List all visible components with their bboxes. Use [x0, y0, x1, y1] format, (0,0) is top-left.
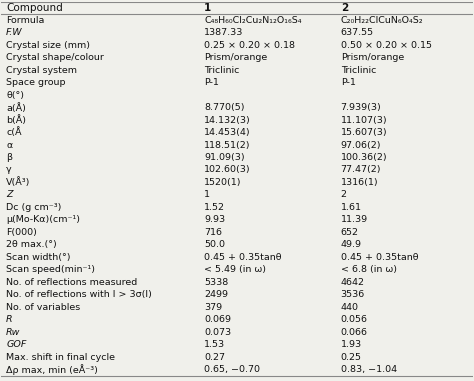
Text: Scan width(°): Scan width(°): [6, 253, 71, 262]
Text: Prism/orange: Prism/orange: [204, 53, 267, 62]
Text: GOF: GOF: [6, 340, 27, 349]
Text: 440: 440: [341, 303, 359, 312]
Text: 1.53: 1.53: [204, 340, 225, 349]
Text: 0.056: 0.056: [341, 315, 368, 324]
Text: Rw: Rw: [6, 328, 20, 337]
Text: 11.107(3): 11.107(3): [341, 115, 387, 125]
Text: 0.069: 0.069: [204, 315, 231, 324]
Text: 0.25 × 0.20 × 0.18: 0.25 × 0.20 × 0.18: [204, 41, 295, 50]
Text: 15.607(3): 15.607(3): [341, 128, 387, 137]
Text: C₂₀H₂₂ClCuN₆O₄S₂: C₂₀H₂₂ClCuN₆O₄S₂: [341, 16, 423, 25]
Text: Crystal shape/colour: Crystal shape/colour: [6, 53, 104, 62]
Text: 2θ max.(°): 2θ max.(°): [6, 240, 57, 249]
Text: 379: 379: [204, 303, 222, 312]
Text: β: β: [6, 153, 12, 162]
Text: Scan speed(min⁻¹): Scan speed(min⁻¹): [6, 265, 95, 274]
Text: 14.453(4): 14.453(4): [204, 128, 251, 137]
Text: 1: 1: [204, 3, 211, 13]
Text: 8.770(5): 8.770(5): [204, 103, 245, 112]
Text: 1387.33: 1387.33: [204, 28, 243, 37]
Text: 1.93: 1.93: [341, 340, 362, 349]
Text: b(Å): b(Å): [6, 115, 26, 125]
Text: < 5.49 (in ω): < 5.49 (in ω): [204, 265, 266, 274]
Text: Crystal size (mm): Crystal size (mm): [6, 41, 90, 50]
Text: a(Å): a(Å): [6, 102, 26, 112]
Text: 637.55: 637.55: [341, 28, 374, 37]
Text: 9.93: 9.93: [204, 215, 225, 224]
Text: 0.65, −0.70: 0.65, −0.70: [204, 365, 260, 374]
Text: 2: 2: [341, 190, 346, 199]
Text: C₄₈H₆₀Cl₂Cu₂N₁₂O₁₆S₄: C₄₈H₆₀Cl₂Cu₂N₁₂O₁₆S₄: [204, 16, 301, 25]
Text: 91.09(3): 91.09(3): [204, 153, 245, 162]
Text: 0.45 + 0.35tanθ: 0.45 + 0.35tanθ: [341, 253, 418, 262]
Text: 102.60(3): 102.60(3): [204, 165, 251, 174]
Text: 0.25: 0.25: [341, 353, 362, 362]
Text: 1.61: 1.61: [341, 203, 362, 212]
Text: 14.132(3): 14.132(3): [204, 115, 251, 125]
Text: R: R: [6, 315, 13, 324]
Text: 0.073: 0.073: [204, 328, 231, 337]
Text: Prism/orange: Prism/orange: [341, 53, 404, 62]
Text: 118.51(2): 118.51(2): [204, 141, 251, 149]
Text: 716: 716: [204, 228, 222, 237]
Text: No. of reflections measured: No. of reflections measured: [6, 278, 137, 287]
Text: 11.39: 11.39: [341, 215, 368, 224]
Text: 5338: 5338: [204, 278, 228, 287]
Text: 0.50 × 0.20 × 0.15: 0.50 × 0.20 × 0.15: [341, 41, 432, 50]
Text: 97.06(2): 97.06(2): [341, 141, 381, 149]
Text: 0.83, −1.04: 0.83, −1.04: [341, 365, 397, 374]
Text: 2499: 2499: [204, 290, 228, 299]
Text: 1316(1): 1316(1): [341, 178, 378, 187]
Text: 49.9: 49.9: [341, 240, 362, 249]
Text: 50.0: 50.0: [204, 240, 225, 249]
Text: 4642: 4642: [341, 278, 365, 287]
Text: θ(°): θ(°): [6, 91, 24, 99]
Text: 3536: 3536: [341, 290, 365, 299]
Text: No. of variables: No. of variables: [6, 303, 81, 312]
Text: 7.939(3): 7.939(3): [341, 103, 382, 112]
Text: Dc (g cm⁻³): Dc (g cm⁻³): [6, 203, 62, 212]
Text: 652: 652: [341, 228, 359, 237]
Text: F(000): F(000): [6, 228, 37, 237]
Text: 100.36(2): 100.36(2): [341, 153, 387, 162]
Text: c(Å: c(Å: [6, 128, 22, 138]
Text: F.W: F.W: [6, 28, 23, 37]
Text: Z: Z: [6, 190, 13, 199]
Text: Compound: Compound: [6, 3, 63, 13]
Text: No. of reflections with I > 3σ(I): No. of reflections with I > 3σ(I): [6, 290, 152, 299]
Text: 0.27: 0.27: [204, 353, 225, 362]
Text: P-1: P-1: [204, 78, 219, 87]
Text: μ(Mo-Kα)(cm⁻¹): μ(Mo-Kα)(cm⁻¹): [6, 215, 80, 224]
Text: V(Å³): V(Å³): [6, 178, 30, 187]
Text: 1.52: 1.52: [204, 203, 225, 212]
Text: α: α: [6, 141, 12, 149]
Text: 2: 2: [341, 3, 348, 13]
Text: 1520(1): 1520(1): [204, 178, 242, 187]
Text: < 6.8 (in ω): < 6.8 (in ω): [341, 265, 397, 274]
Text: P-1: P-1: [341, 78, 356, 87]
Text: 0.45 + 0.35tanθ: 0.45 + 0.35tanθ: [204, 253, 282, 262]
Text: Max. shift in final cycle: Max. shift in final cycle: [6, 353, 115, 362]
Text: Δρ max, min (eÅ⁻³): Δρ max, min (eÅ⁻³): [6, 364, 98, 375]
Text: 1: 1: [204, 190, 210, 199]
Text: Space group: Space group: [6, 78, 65, 87]
Text: Formula: Formula: [6, 16, 45, 25]
Text: γ: γ: [6, 165, 12, 174]
Text: 77.47(2): 77.47(2): [341, 165, 381, 174]
Text: Triclinic: Triclinic: [341, 66, 376, 75]
Text: Crystal system: Crystal system: [6, 66, 77, 75]
Text: 0.066: 0.066: [341, 328, 368, 337]
Text: Triclinic: Triclinic: [204, 66, 239, 75]
